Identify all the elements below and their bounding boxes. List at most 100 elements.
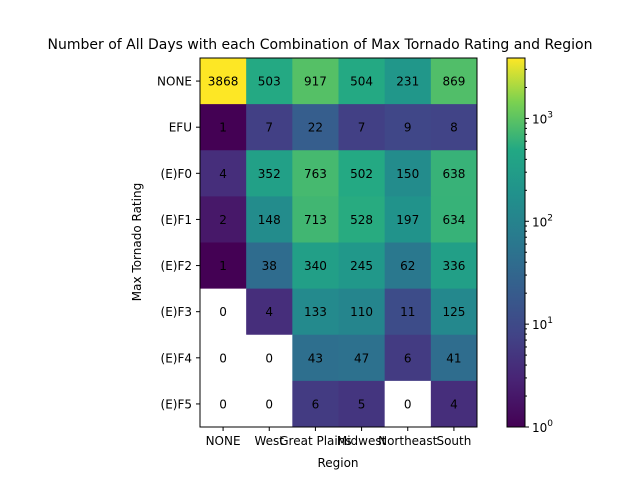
colorbar-tick-label: 101 <box>532 316 553 332</box>
cell-value-label: 8 <box>450 121 458 135</box>
heatmap-cell <box>338 150 386 197</box>
cell-value-label: 110 <box>350 305 373 319</box>
x-tick-label: Northeast <box>378 434 438 448</box>
cell-value-label: 0 <box>219 305 227 319</box>
heatmap-cell <box>292 196 339 243</box>
heatmap-cell <box>200 196 247 243</box>
cell-value-label: 638 <box>442 167 465 181</box>
heatmap-cell <box>430 380 478 428</box>
cell-value-label: 4 <box>219 167 227 181</box>
x-tick-label: West <box>254 434 284 448</box>
heatmap-cell <box>430 288 478 336</box>
x-tick-label: South <box>436 434 471 448</box>
cell-value-label: 5 <box>358 397 366 411</box>
y-tick-label: (E)F2 <box>161 259 192 273</box>
cell-value-label: 62 <box>400 259 415 273</box>
y-tick-label: (E)F3 <box>161 305 192 319</box>
heatmap-cell <box>292 58 339 105</box>
cell-value-label: 0 <box>265 351 273 365</box>
heatmap-cell <box>200 288 247 336</box>
cell-value-label: 41 <box>446 351 461 365</box>
heatmap-cell <box>338 380 386 428</box>
heatmap-cell <box>246 334 293 382</box>
colorbar-ticks: 100 101 102 103 <box>525 68 553 435</box>
cell-value-label: 245 <box>350 259 373 273</box>
heatmap-cell <box>384 288 432 336</box>
cell-value-label: 47 <box>354 351 369 365</box>
cell-value-label: 0 <box>219 351 227 365</box>
cell-value-label: 197 <box>396 213 419 227</box>
cell-value-label: 125 <box>442 305 465 319</box>
x-tick-label: Midwest <box>337 434 387 448</box>
heatmap-cell <box>338 58 386 105</box>
cell-value-label: 0 <box>265 397 273 411</box>
cell-value-label: 22 <box>308 121 323 135</box>
heatmap-cell <box>384 104 432 151</box>
heatmap-cell <box>200 242 247 290</box>
x-tick-label: Great Plains <box>279 434 351 448</box>
heatmap-cell <box>338 334 386 382</box>
cell-value-label: 9 <box>404 121 412 135</box>
heatmap-cell <box>338 242 386 290</box>
cell-value-label: 3868 <box>208 75 239 89</box>
cell-value-label: 150 <box>396 167 419 181</box>
heatmap-cell <box>200 104 247 151</box>
cell-value-label: 0 <box>219 397 227 411</box>
colorbar-tick-label: 103 <box>532 110 553 126</box>
cell-value-label: 231 <box>396 75 419 89</box>
heatmap-cell <box>384 150 432 197</box>
y-tick-label: EFU <box>169 121 192 135</box>
cell-value-label: 6 <box>312 397 320 411</box>
cell-value-label: 340 <box>304 259 327 273</box>
cell-value-label: 763 <box>304 167 327 181</box>
heatmap-cell <box>338 288 386 336</box>
heatmap-cell <box>384 380 432 428</box>
x-axis-label: Region <box>317 456 358 470</box>
cell-value-label: 148 <box>258 213 281 227</box>
heatmap-cell <box>246 58 293 105</box>
cell-value-label: 504 <box>350 75 373 89</box>
cell-value-label: 6 <box>404 351 412 365</box>
heatmap-cells <box>200 58 478 428</box>
y-tick-label: (E)F4 <box>161 351 192 365</box>
cell-value-label: 4 <box>265 305 273 319</box>
heatmap-cell <box>200 334 247 382</box>
x-tick-label: NONE <box>206 434 241 448</box>
heatmap-cell <box>430 150 478 197</box>
cell-value-label: 917 <box>304 75 327 89</box>
heatmap-cell <box>292 380 339 428</box>
cell-value-label: 1 <box>219 259 227 273</box>
heatmap-cell <box>338 104 386 151</box>
heatmap-cell <box>430 58 478 105</box>
heatmap-cell <box>292 334 339 382</box>
y-tick-label: (E)F1 <box>161 213 192 227</box>
y-axis-label: Max Tornado Rating <box>130 183 144 301</box>
heatmap-cell <box>430 196 478 243</box>
heatmap-cell <box>384 242 432 290</box>
cell-value-label: 2 <box>219 213 227 227</box>
heatmap-cell <box>292 242 339 290</box>
colorbar <box>506 57 526 428</box>
heatmap-cell <box>200 380 247 428</box>
cell-value-label: 7 <box>265 121 273 135</box>
heatmap-cell <box>246 288 293 336</box>
heatmap-cell <box>246 242 293 290</box>
heatmap-cell <box>384 58 432 105</box>
colorbar-tick-label: 102 <box>532 213 553 229</box>
heatmap-cell <box>246 196 293 243</box>
heatmap-cell <box>246 150 293 197</box>
heatmap-cell <box>292 150 339 197</box>
cell-value-label: 43 <box>308 351 323 365</box>
y-tick-label: (E)F0 <box>161 167 192 181</box>
heatmap-cell <box>292 104 339 151</box>
y-axis: NONE EFU (E)F0 (E)F1 (E)F2 (E)F3 (E)F4 (E)F5 <box>157 75 200 411</box>
cell-value-label: 336 <box>442 259 465 273</box>
y-tick-label: NONE <box>157 75 192 89</box>
cell-value-label: 4 <box>450 397 458 411</box>
chart-title: Number of All Days with each Combination… <box>48 37 593 53</box>
cell-value-label: 869 <box>442 75 465 89</box>
cell-value-label: 502 <box>350 167 373 181</box>
